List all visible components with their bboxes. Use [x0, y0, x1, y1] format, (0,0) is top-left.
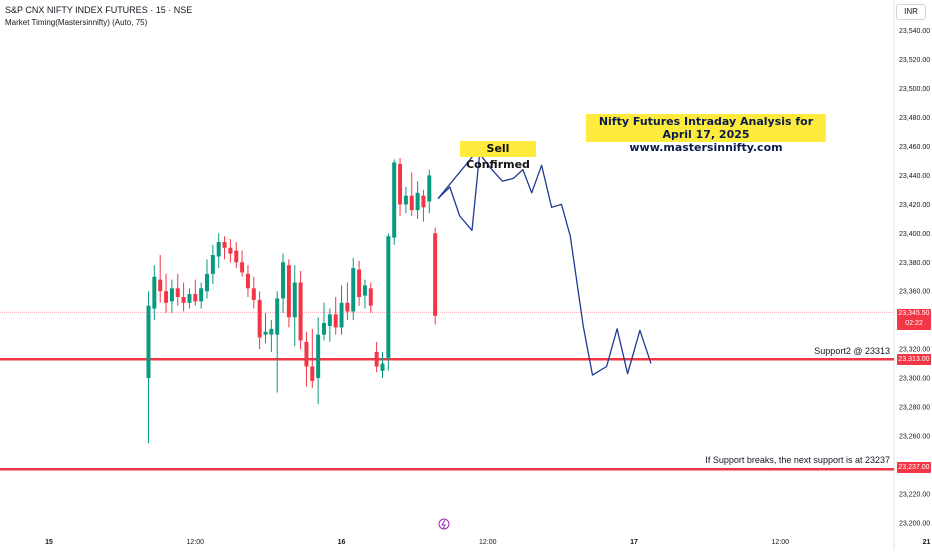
analysis-banner: Nifty Futures Intraday Analysis for Apri…: [586, 114, 826, 154]
y-tick-label: 23,260.00: [899, 433, 930, 440]
y-tick-label: 23,220.00: [899, 491, 930, 498]
candle-body: [222, 242, 227, 248]
candle-body: [327, 314, 332, 326]
candle-body: [158, 279, 163, 292]
candle-body: [187, 294, 192, 303]
candle-body: [310, 366, 315, 381]
x-tick-label: 12:00: [772, 539, 790, 546]
y-tick-label: 23,480.00: [899, 115, 930, 122]
candle-body: [316, 334, 321, 379]
candle-body: [345, 302, 350, 312]
analysis-website: www.mastersinnifty.com: [629, 141, 783, 154]
candle-body: [175, 288, 180, 297]
candle-body: [357, 269, 362, 297]
candle-body: [368, 288, 373, 306]
candle-body: [164, 291, 169, 303]
candle-body: [292, 282, 297, 318]
candle-body: [351, 268, 356, 312]
x-tick-label: 12:00: [479, 539, 497, 546]
y-tick-label: 23,320.00: [899, 347, 930, 354]
candle-body: [216, 242, 221, 257]
y-tick-label: 23,280.00: [899, 404, 930, 411]
projection-line: [437, 153, 652, 376]
candle-body: [322, 323, 326, 335]
candle-body: [403, 195, 408, 205]
candle-body: [421, 195, 426, 208]
sell-arrow-line: [437, 148, 479, 199]
analysis-title: Nifty Futures Intraday Analysis for Apri…: [598, 115, 814, 141]
candle-body: [257, 299, 262, 338]
candle-body: [433, 233, 438, 316]
candle-body: [415, 192, 420, 211]
support2-price-tag: 23,313.00: [897, 354, 931, 365]
candle-body: [228, 247, 233, 254]
candle-body: [380, 363, 385, 371]
candle-body: [240, 262, 245, 273]
candle-body: [392, 162, 397, 238]
candle-body: [275, 298, 280, 335]
chart-title: S&P CNX NIFTY INDEX FUTURES · 15 · NSE: [5, 5, 193, 15]
x-tick-label: 15: [45, 539, 53, 546]
x-tick-label: 16: [338, 539, 346, 546]
y-tick-label: 23,420.00: [899, 202, 930, 209]
candle-body: [374, 351, 379, 367]
candle-body: [146, 305, 151, 379]
candle-body: [251, 288, 256, 300]
y-tick-label: 23,200.00: [899, 520, 930, 527]
candle-body: [263, 331, 268, 335]
candle-body: [333, 314, 338, 328]
y-tick-label: 23,400.00: [899, 231, 930, 238]
x-tick-label: 17: [630, 539, 638, 546]
y-tick-label: 23,500.00: [899, 86, 930, 93]
candle-body: [181, 296, 186, 303]
candle-body: [234, 250, 239, 263]
candle-body: [398, 163, 403, 205]
sell-confirmed-label: Sell Confirmed: [460, 141, 536, 171]
y-tick-label: 23,380.00: [899, 260, 930, 267]
candle-body: [269, 328, 274, 335]
candle-body: [286, 265, 291, 318]
candle-body: [339, 302, 344, 328]
next-support-note: If Support breaks, the next support is a…: [705, 455, 890, 465]
candle-body: [152, 276, 157, 309]
candle-body: [304, 341, 309, 367]
candle-body: [298, 282, 303, 341]
x-tick-label: 12:00: [187, 539, 205, 546]
lightning-icon: [441, 519, 446, 530]
candle-body: [199, 288, 204, 302]
candle-body: [281, 262, 286, 299]
candle-body: [210, 255, 215, 274]
candle-body: [427, 175, 432, 202]
y-tick-label: 23,460.00: [899, 144, 930, 151]
candle-body: [193, 294, 198, 302]
y-tick-label: 23,440.00: [899, 173, 930, 180]
candle-body: [409, 195, 414, 211]
support2-note: Support2 @ 23313: [814, 346, 890, 356]
replay-icon: [438, 518, 450, 530]
candle-body: [205, 273, 209, 292]
candle-body: [362, 285, 367, 296]
indicator-label: Market Timing(Mastersinnifty) (Auto, 75): [5, 18, 148, 27]
candle-body: [169, 288, 174, 302]
current-price-tag: 23,345.50 02:22: [897, 309, 931, 330]
candle-body: [245, 273, 250, 289]
candle-body: [386, 236, 391, 358]
current-price-value: 23,345.50: [898, 310, 930, 317]
y-tick-label: 23,520.00: [899, 57, 930, 64]
currency-button[interactable]: INR: [896, 4, 926, 20]
y-tick-label: 23,360.00: [899, 289, 930, 296]
x-tick-label: 21: [923, 539, 931, 546]
y-tick-label: 23,300.00: [899, 376, 930, 383]
y-tick-label: 23,540.00: [899, 28, 930, 35]
bar-countdown: 02:22: [905, 320, 923, 327]
support3-price-tag: 23,237.00: [897, 462, 931, 473]
